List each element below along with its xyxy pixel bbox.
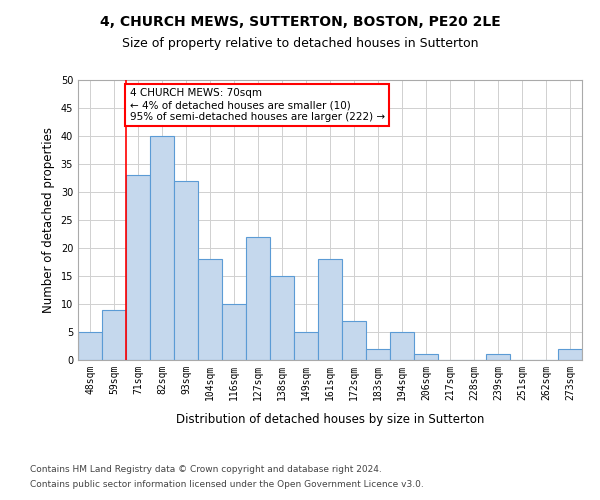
Text: Contains public sector information licensed under the Open Government Licence v3: Contains public sector information licen… xyxy=(30,480,424,489)
Bar xyxy=(150,136,174,360)
Text: Size of property relative to detached houses in Sutterton: Size of property relative to detached ho… xyxy=(122,38,478,51)
Text: Contains HM Land Registry data © Crown copyright and database right 2024.: Contains HM Land Registry data © Crown c… xyxy=(30,465,382,474)
Bar xyxy=(414,354,438,360)
Bar xyxy=(198,259,222,360)
Bar xyxy=(294,332,318,360)
Bar xyxy=(174,181,198,360)
Y-axis label: Number of detached properties: Number of detached properties xyxy=(42,127,55,313)
Bar xyxy=(102,310,126,360)
Bar xyxy=(558,349,582,360)
Bar xyxy=(270,276,294,360)
Bar xyxy=(486,354,510,360)
Text: 4 CHURCH MEWS: 70sqm
← 4% of detached houses are smaller (10)
95% of semi-detach: 4 CHURCH MEWS: 70sqm ← 4% of detached ho… xyxy=(130,88,385,122)
Bar xyxy=(222,304,246,360)
Bar xyxy=(366,349,390,360)
Bar xyxy=(342,321,366,360)
Text: 4, CHURCH MEWS, SUTTERTON, BOSTON, PE20 2LE: 4, CHURCH MEWS, SUTTERTON, BOSTON, PE20 … xyxy=(100,15,500,29)
Text: Distribution of detached houses by size in Sutterton: Distribution of detached houses by size … xyxy=(176,412,484,426)
Bar xyxy=(246,237,270,360)
Bar xyxy=(318,259,342,360)
Bar xyxy=(126,175,150,360)
Bar xyxy=(78,332,102,360)
Bar xyxy=(390,332,414,360)
